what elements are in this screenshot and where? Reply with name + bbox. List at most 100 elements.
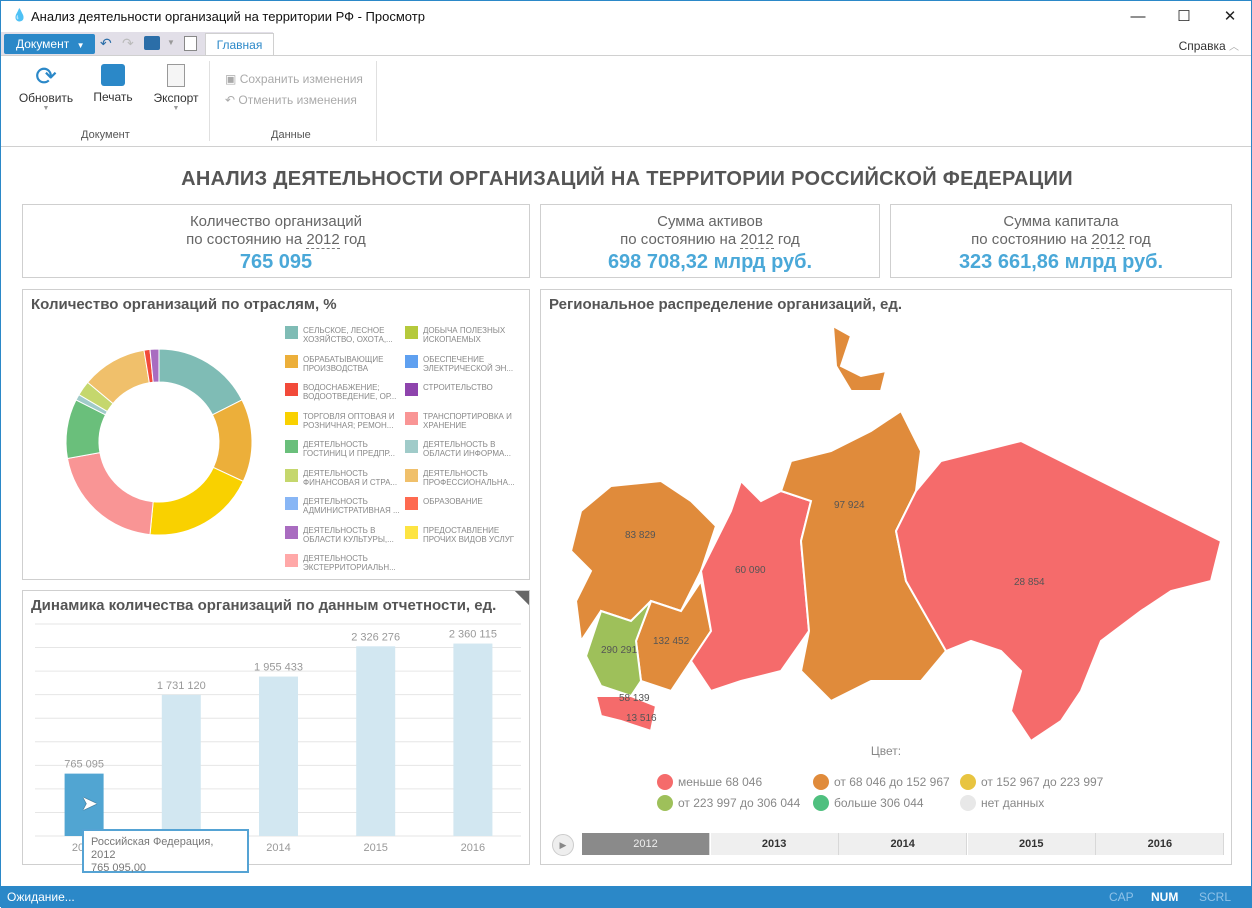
legend-swatch <box>285 383 298 396</box>
legend-item[interactable]: ОБРАБАТЫВАЮЩИЕ ПРОИЗВОДСТВА <box>285 354 403 373</box>
document-menu-button[interactable]: Документ ▼ <box>4 34 95 54</box>
timeline-year-2016[interactable]: 2016 <box>1096 833 1225 855</box>
chevron-down-icon: ▼ <box>42 105 50 112</box>
undo-icon[interactable]: ↶ <box>100 35 112 51</box>
bar[interactable] <box>453 643 493 836</box>
legend-dot <box>813 774 829 790</box>
legend-item[interactable]: СЕЛЬСКОЕ, ЛЕСНОЕ ХОЗЯЙСТВО, ОХОТА,... <box>285 326 403 344</box>
region-label: 97 924 <box>834 500 865 511</box>
region-label: 58 139 <box>619 693 650 704</box>
bar[interactable] <box>356 646 396 836</box>
timeline-year-2013[interactable]: 2013 <box>710 833 839 855</box>
legend-item[interactable]: ДЕЯТЕЛЬНОСТЬ В ОБЛАСТИ ИНФОРМА... <box>405 440 523 458</box>
legend-item[interactable]: ОБРАЗОВАНИЕ <box>405 497 523 510</box>
donut-slice[interactable] <box>158 348 243 416</box>
timeline-year-2014[interactable]: 2014 <box>839 833 968 855</box>
bar[interactable] <box>64 773 104 836</box>
undo-changes-button[interactable]: ↶ Отменить изменения <box>225 93 357 107</box>
x-tick-label: 2014 <box>266 842 290 854</box>
legend-label: ПРЕДОСТАВЛЕНИЕ ПРОЧИХ ВИДОВ УСЛУГ <box>423 525 515 544</box>
legend-swatch <box>405 497 418 510</box>
help-menu[interactable]: Справка ︿ <box>1179 38 1239 53</box>
maximize-button[interactable]: ☐ <box>1177 8 1191 25</box>
legend-label: ДЕЯТЕЛЬНОСТЬ В ОБЛАСТИ ИНФОРМА... <box>423 440 511 458</box>
save-changes-button[interactable]: ▣ Сохранить изменения <box>225 72 363 86</box>
bar-data-label: 1 731 120 <box>157 680 206 692</box>
refresh-button[interactable]: ⟳ Обновить ▼ <box>13 61 79 112</box>
save-label: Сохранить изменения <box>239 72 363 86</box>
app-drop-icon: 💧 <box>12 8 27 22</box>
legend-dot <box>813 795 829 811</box>
legend-item[interactable]: ТОРГОВЛЯ ОПТОВАЯ И РОЗНИЧНАЯ; РЕМОН... <box>285 411 403 430</box>
legend-label: нет данных <box>981 796 1045 810</box>
legend-item[interactable]: ТРАНСПОРТИРОВКА И ХРАНЕНИЕ <box>405 411 523 430</box>
legend-label: больше 306 044 <box>834 796 924 810</box>
region-ural <box>689 479 813 693</box>
map-legend-item: от 223 997 до 306 044 <box>657 795 800 811</box>
tab-main[interactable]: Главная <box>205 33 274 56</box>
timeline-year-2012[interactable]: 2012 <box>582 833 710 855</box>
map-legend-item: от 152 967 до 223 997 <box>960 774 1103 790</box>
legend-item[interactable]: ДЕЯТЕЛЬНОСТЬ ГОСТИНИЦ И ПРЕДПР... <box>285 440 403 458</box>
legend-label: ДОБЫЧА ПОЛЕЗНЫХ ИСКОПАЕМЫХ <box>423 326 506 344</box>
legend-label: ДЕЯТЕЛЬНОСТЬ В ОБЛАСТИ КУЛЬТУРЫ,... <box>303 525 394 544</box>
legend-item[interactable]: ДОБЫЧА ПОЛЕЗНЫХ ИСКОПАЕМЫХ <box>405 326 523 344</box>
legend-item[interactable]: ОБЕСПЕЧЕНИЕ ЭЛЕКТРИЧЕСКОЙ ЭН... <box>405 354 523 373</box>
donut-chart[interactable] <box>59 342 259 542</box>
legend-label: ДЕЯТЕЛЬНОСТЬ ГОСТИНИЦ И ПРЕДПР... <box>303 440 395 458</box>
russia-map[interactable]: 83 829 132 452 290 291 58 139 13 516 60 … <box>541 311 1231 741</box>
kpi-organizations: Количество организаций по состоянию на 2… <box>22 204 530 278</box>
donut-slice[interactable] <box>149 348 160 383</box>
region-novaya-zemlya <box>831 324 888 392</box>
export-button[interactable]: Экспорт ▼ <box>148 61 204 112</box>
bar[interactable] <box>259 676 298 836</box>
legend-swatch <box>285 497 298 510</box>
close-button[interactable]: ✕ <box>1223 8 1237 25</box>
legend-item[interactable]: СТРОИТЕЛЬСТВО <box>405 383 523 396</box>
legend-item[interactable]: ДЕЯТЕЛЬНОСТЬ ФИНАНСОВАЯ И СТРА... <box>285 468 403 487</box>
year-link[interactable]: 2012 <box>740 231 774 249</box>
legend-item[interactable]: ПРЕДОСТАВЛЕНИЕ ПРОЧИХ ВИДОВ УСЛУГ <box>405 525 523 544</box>
timeline-year-2015[interactable]: 2015 <box>967 833 1096 855</box>
legend-label: СЕЛЬСКОЕ, ЛЕСНОЕ ХОЗЯЙСТВО, ОХОТА,... <box>303 326 393 344</box>
legend-swatch <box>285 411 298 425</box>
donut-slice[interactable] <box>66 452 154 536</box>
donut-slice[interactable] <box>211 399 253 483</box>
donut-slice[interactable] <box>149 466 244 536</box>
print-icon[interactable] <box>144 36 160 50</box>
legend-label: от 68 046 до 152 967 <box>834 775 950 789</box>
legend-dot <box>960 774 976 790</box>
legend-item[interactable]: ДЕЯТЕЛЬНОСТЬ АДМИНИСТРАТИВНАЯ ... <box>285 497 403 515</box>
tooltip-value: 765 095,00 <box>91 862 147 874</box>
legend-item[interactable]: ДЕЯТЕЛЬНОСТЬ В ОБЛАСТИ КУЛЬТУРЫ,... <box>285 525 403 544</box>
kpi-value: 765 095 <box>239 251 313 273</box>
legend-item[interactable]: ВОДОСНАБЖЕНИЕ; ВОДООТВЕДЕНИЕ, ОР... <box>285 383 403 401</box>
legend-item[interactable]: ДЕЯТЕЛЬНОСТЬ ПРОФЕССИОНАЛЬНА... <box>405 468 523 487</box>
ribbon <box>1 55 1251 147</box>
refresh-label: Обновить <box>18 91 74 105</box>
redo-icon[interactable]: ↷ <box>122 35 134 51</box>
kpi-sub: по состоянию на 2012 год <box>186 231 366 249</box>
legend-label: меньше 68 046 <box>678 775 763 789</box>
group-data-label: Данные <box>271 129 311 141</box>
preview-icon[interactable] <box>184 36 197 51</box>
legend-item[interactable]: ДЕЯТЕЛЬНОСТЬ ЭКСТЕРРИТОРИАЛЬН... <box>285 554 403 572</box>
region-label: 132 452 <box>653 636 690 647</box>
region-label: 60 090 <box>735 565 766 576</box>
year-link[interactable]: 2012 <box>1091 231 1125 249</box>
legend-label: ТРАНСПОРТИРОВКА И ХРАНЕНИЕ <box>423 411 512 430</box>
chart-tooltip: Российская Федерация, 2012 765 095,00 <box>82 829 249 874</box>
play-button[interactable]: ▶ <box>552 834 574 856</box>
chevron-down-icon[interactable]: ▼ <box>167 38 175 47</box>
minimize-button[interactable]: — <box>1130 8 1146 25</box>
panel-title: Динамика количества организаций по данны… <box>31 597 497 614</box>
printer-icon <box>101 64 125 86</box>
print-button[interactable]: Печать <box>87 61 139 104</box>
chevron-down-icon: ▼ <box>172 105 180 112</box>
year-link[interactable]: 2012 <box>306 231 340 249</box>
legend-label: СТРОИТЕЛЬСТВО <box>423 383 493 392</box>
legend-label: ОБЕСПЕЧЕНИЕ ЭЛЕКТРИЧЕСКОЙ ЭН... <box>423 354 514 373</box>
undo-changes-label: Отменить изменения <box>238 93 357 107</box>
bar[interactable] <box>161 694 201 836</box>
